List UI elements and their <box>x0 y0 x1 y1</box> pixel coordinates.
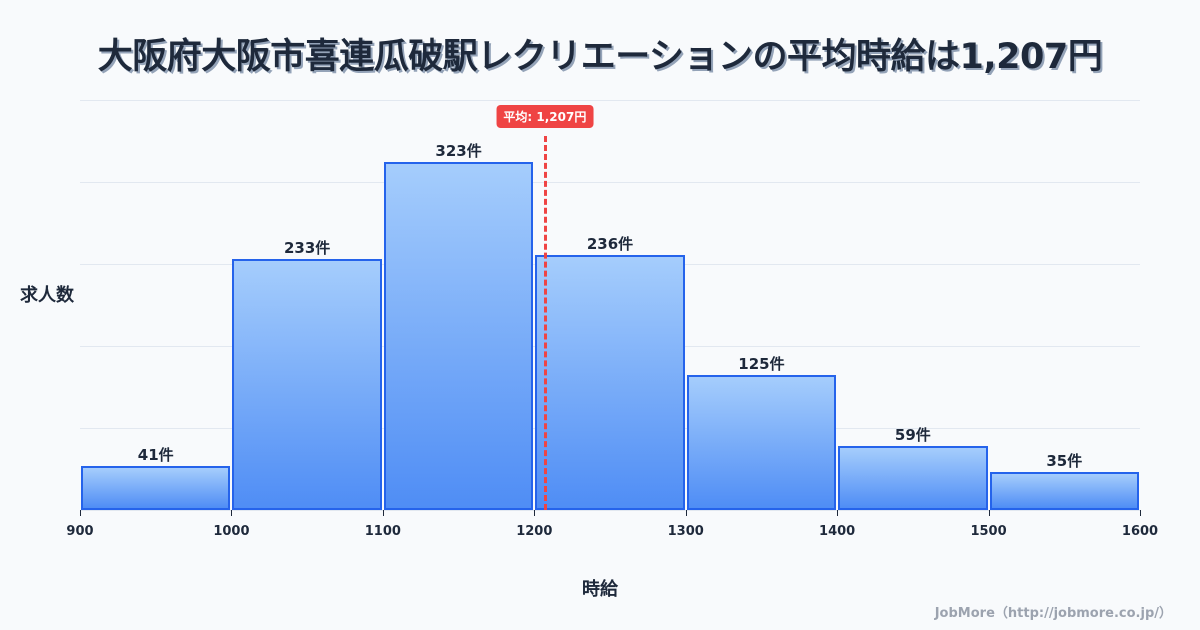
x-tick <box>1140 510 1141 516</box>
x-tick-label: 1600 <box>1121 524 1159 539</box>
histogram-bar <box>989 472 1139 510</box>
x-tick-label: 1100 <box>364 524 401 539</box>
average-badge: 平均: 1,207円 <box>496 105 594 128</box>
histogram-bar <box>686 375 837 510</box>
x-tick-label: 1200 <box>516 524 553 539</box>
x-tick <box>988 510 990 516</box>
gridline <box>80 100 1140 101</box>
histogram-bar <box>232 258 382 510</box>
x-tick <box>382 510 384 516</box>
x-tick <box>231 510 233 516</box>
histogram-bar <box>535 255 685 510</box>
footer-credit: JobMore（http://jobmore.co.jp/） <box>934 606 1172 621</box>
bar-value-label: 125件 <box>738 355 785 374</box>
histogram-bar <box>81 465 231 510</box>
x-tick <box>685 510 687 516</box>
gridline <box>80 182 1140 183</box>
bar-value-label: 59件 <box>894 426 931 445</box>
histogram-bar <box>838 446 988 510</box>
bar-value-label: 41件 <box>137 445 174 464</box>
y-axis-label: 求人数 <box>20 285 74 306</box>
x-tick-label: 1500 <box>970 524 1007 539</box>
bar-value-label: 323件 <box>435 141 482 160</box>
x-tick-label: 1300 <box>667 524 704 539</box>
x-tick-label: 1000 <box>213 524 250 539</box>
x-tick <box>80 510 81 516</box>
average-line <box>543 136 547 510</box>
x-tick <box>837 510 839 516</box>
bar-value-label: 233件 <box>283 238 331 257</box>
x-tick <box>534 510 536 516</box>
x-tick-label: 1400 <box>819 524 856 539</box>
chart-title: 大阪府大阪市喜連瓜破駅レクリエーションの平均時給は1,207円 <box>97 37 1103 77</box>
gridline <box>80 510 1140 511</box>
bar-value-label: 35件 <box>1046 452 1083 471</box>
x-axis-label: 時給 <box>582 579 618 600</box>
bar-value-label: 236件 <box>586 235 634 254</box>
histogram-bar <box>383 161 534 510</box>
plot-area: 41件 233件 323件 236件 125件 59件 35件 平均: 1,207円 <box>80 100 1140 511</box>
x-tick-label: 900 <box>66 524 94 539</box>
